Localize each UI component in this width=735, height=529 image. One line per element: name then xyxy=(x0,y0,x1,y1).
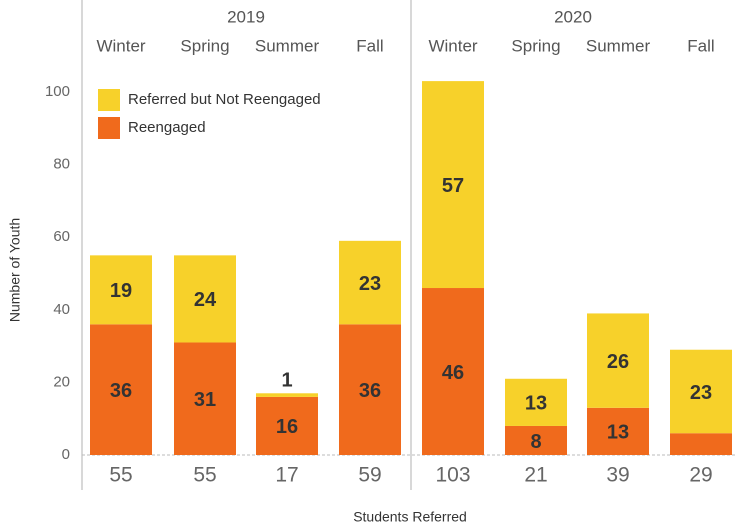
data-label: 24 xyxy=(194,289,217,311)
data-label: 8 xyxy=(530,431,541,453)
data-label: 36 xyxy=(110,380,132,402)
data-label: 46 xyxy=(442,362,464,384)
y-tick-label: 100 xyxy=(45,83,70,100)
x-tick-label: Summer xyxy=(586,36,651,55)
bar-segment xyxy=(422,288,484,455)
total-label: 103 xyxy=(435,464,470,487)
y-tick-label: 40 xyxy=(53,301,70,318)
data-label: 26 xyxy=(607,351,629,373)
bar-segment xyxy=(339,240,401,325)
data-label: 23 xyxy=(690,382,712,404)
bar-segment xyxy=(174,255,236,343)
bar-segment xyxy=(256,396,318,455)
y-tick-label: 20 xyxy=(53,373,70,390)
x-tick-label: Fall xyxy=(687,36,714,55)
data-label: 16 xyxy=(276,416,298,438)
data-label: 23 xyxy=(359,273,381,295)
total-label: 55 xyxy=(109,464,132,487)
data-label: 31 xyxy=(194,389,216,411)
bar-segment xyxy=(587,313,649,408)
y-tick-label: 0 xyxy=(62,446,70,463)
data-label: 36 xyxy=(359,380,381,402)
legend-label: Reengaged xyxy=(128,119,206,136)
x-tick-label: Spring xyxy=(180,36,229,55)
x-tick-label: Spring xyxy=(511,36,560,55)
bar-segment xyxy=(505,425,567,455)
data-label: 13 xyxy=(525,393,547,415)
total-label: 21 xyxy=(524,464,547,487)
x-tick-label: Winter xyxy=(428,36,477,55)
bar-segment xyxy=(174,342,236,455)
legend-swatch xyxy=(98,89,120,111)
y-axis-title: Number of Youth xyxy=(7,218,23,322)
group-label: 2019 xyxy=(227,7,265,26)
bar-segment xyxy=(90,255,152,325)
bar-segment xyxy=(339,324,401,455)
bar-segment xyxy=(90,324,152,455)
y-tick-label: 80 xyxy=(53,156,70,173)
data-label: 13 xyxy=(607,422,629,444)
total-label: 59 xyxy=(358,464,381,487)
legend-label: Referred but Not Reengaged xyxy=(128,91,321,108)
x-tick-label: Winter xyxy=(96,36,145,55)
total-label: 55 xyxy=(193,464,216,487)
legend-swatch xyxy=(98,117,120,139)
total-label: 29 xyxy=(689,464,712,487)
bar-segment xyxy=(587,407,649,455)
y-tick-label: 60 xyxy=(53,228,70,245)
bar-segment xyxy=(670,433,732,455)
group-label: 2020 xyxy=(554,7,592,26)
total-label: 17 xyxy=(275,464,298,487)
total-label: 39 xyxy=(606,464,629,487)
data-label: 19 xyxy=(110,280,132,302)
bar-segment xyxy=(505,378,567,426)
bar-segment xyxy=(256,393,318,397)
data-label: 57 xyxy=(442,175,464,197)
bar-segment xyxy=(670,349,732,434)
x-axis-title: Students Referred xyxy=(353,509,467,525)
x-tick-label: Fall xyxy=(356,36,383,55)
x-tick-label: Summer xyxy=(255,36,320,55)
bar-segment xyxy=(422,81,484,289)
data-label: 1 xyxy=(281,370,292,392)
